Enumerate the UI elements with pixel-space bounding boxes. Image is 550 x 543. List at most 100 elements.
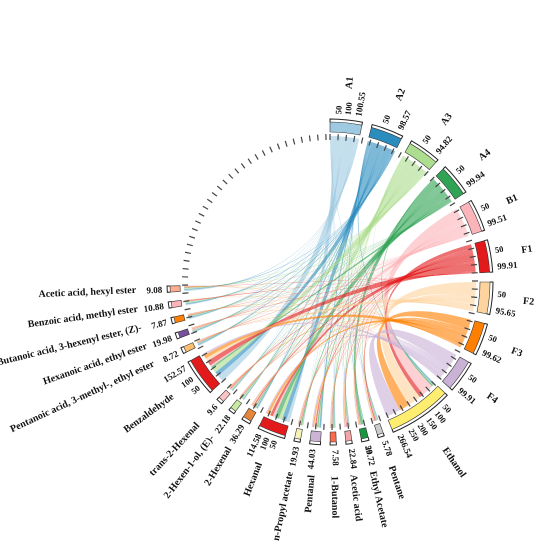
segment-total: 7.58 — [330, 450, 340, 467]
segment-name-hexanal: Hexanal — [242, 461, 265, 498]
ring-tick — [436, 375, 442, 380]
segment-bracket-pentane — [376, 432, 385, 439]
segment-bracket-f4 — [449, 361, 472, 391]
tick-label: 50 — [363, 444, 375, 455]
ring-tick — [347, 422, 350, 429]
segment-total: 99.91 — [497, 260, 519, 272]
segment-bracket-a4 — [442, 166, 467, 195]
ring-tick — [184, 251, 192, 255]
segment-arc-pentanoic-acid-3-methyl-ethyl-ester — [183, 342, 196, 353]
ring-tick — [392, 408, 397, 415]
ribbon-f2-0 — [381, 282, 476, 405]
ring-tick — [274, 413, 279, 420]
segment-name-ethyl-acetate: Ethyl Acetate — [367, 470, 390, 529]
ring-tick — [259, 407, 264, 413]
segment-bracket-butanoic-acid-3-hexenyl-ester-z- — [170, 316, 176, 325]
ring-tick — [247, 158, 252, 165]
ring-tick — [449, 202, 456, 207]
segment-arc-layer — [166, 118, 494, 446]
ring-tick — [184, 308, 191, 311]
ribbon-a1-4 — [331, 136, 336, 428]
tick-label: 50 — [454, 163, 467, 176]
segment-bracket-pentanoic-acid-3-methyl-ethyl-ester — [180, 346, 187, 355]
ring-tick — [458, 341, 465, 346]
ring-tick — [460, 224, 467, 228]
ring-tick — [183, 259, 190, 262]
segment-bracket-acetic-acid — [345, 440, 353, 445]
ring-tick — [471, 296, 478, 299]
ring-tick — [194, 338, 201, 342]
tick-label: 100 — [343, 102, 354, 116]
ribbon-f1-16 — [184, 272, 476, 288]
segment-arc-ethyl-acetate — [358, 427, 369, 440]
ring-tick — [284, 140, 288, 147]
tick-label: 50 — [497, 289, 506, 300]
segment-total: 99.91 — [456, 385, 478, 406]
tick-label: 50 — [420, 133, 433, 146]
segment-arc-n-propyl-acetate — [294, 427, 303, 440]
segment-total: 22.18 — [212, 413, 232, 436]
segment-bracket-2-hexen-1-ol-e- — [228, 407, 237, 415]
segment-name-f2: F2 — [522, 296, 534, 308]
ring-tick — [269, 146, 273, 153]
segment-arc-f2 — [476, 281, 491, 315]
segment-name-a1: A1 — [344, 76, 356, 89]
segment-bracket-pentanal — [309, 440, 322, 446]
segment-arc-2-hexenal — [243, 407, 257, 422]
segment-total: 8.72 — [161, 348, 180, 364]
ring-tick — [399, 405, 404, 411]
ring-tick — [317, 134, 319, 141]
ring-tick — [183, 300, 190, 303]
ring-tick — [355, 421, 358, 428]
segment-total: 98.57 — [396, 108, 414, 131]
segment-bracket-b1 — [468, 199, 486, 232]
ring-tick — [345, 134, 348, 141]
ring-tick — [425, 386, 431, 392]
segment-name-a2: A2 — [393, 87, 408, 102]
segment-arc-a3 — [404, 143, 437, 171]
ring-tick — [370, 417, 374, 424]
ring-tick — [417, 165, 423, 172]
ribbon-f4-8 — [251, 334, 444, 406]
ring-tick — [457, 216, 464, 221]
ring-tick — [239, 394, 244, 400]
ring-tick — [463, 231, 470, 235]
segment-name-acetic-acid-hexyl-ester: Acetic acid, hexyl ester — [38, 285, 137, 300]
segment-total: 9.6 — [205, 402, 220, 417]
segment-bracket-hexanoic-acid-ethyl-ester — [174, 331, 181, 340]
ring-tick — [261, 150, 266, 156]
segment-arc-butanoic-acid-3-hexenyl-ester-z- — [173, 314, 186, 324]
ring-tick — [276, 143, 281, 150]
ring-tick — [282, 416, 286, 423]
ring-tick — [464, 327, 471, 331]
ring-tick — [446, 362, 452, 367]
ribbon-a3-11 — [212, 165, 425, 373]
segment-total: 95.65 — [495, 305, 517, 318]
ring-tick — [468, 311, 475, 315]
segment-total: 19.98 — [151, 333, 174, 349]
ring-tick — [216, 185, 223, 191]
segment-arc-acetic-acid-hexyl-ester — [169, 285, 181, 293]
segment-total: 99.94 — [464, 169, 487, 189]
ring-tick — [254, 154, 259, 160]
segment-total: 22.84 — [347, 448, 360, 470]
ring-tick — [314, 423, 317, 430]
ring-tick — [411, 160, 416, 167]
segment-bracket-ethanol — [391, 392, 448, 433]
ring-tick — [376, 142, 380, 149]
ribbon-a1-11 — [218, 136, 356, 381]
ring-tick — [290, 418, 294, 425]
segment-name-f3: F3 — [510, 345, 524, 359]
ribbon-a4-11 — [211, 197, 451, 369]
ring-tick — [383, 144, 387, 151]
ring-tick — [234, 168, 240, 174]
ribbon-f1-11 — [207, 262, 476, 366]
tick-label: 50 — [494, 244, 504, 255]
ring-tick — [210, 365, 217, 371]
ring-tick — [368, 139, 372, 146]
segment-bracket-a1 — [329, 118, 364, 126]
ring-tick — [360, 137, 364, 144]
segment-bracket-trans-2-hexenal — [216, 396, 224, 405]
ribbon-a1-7 — [285, 136, 342, 423]
